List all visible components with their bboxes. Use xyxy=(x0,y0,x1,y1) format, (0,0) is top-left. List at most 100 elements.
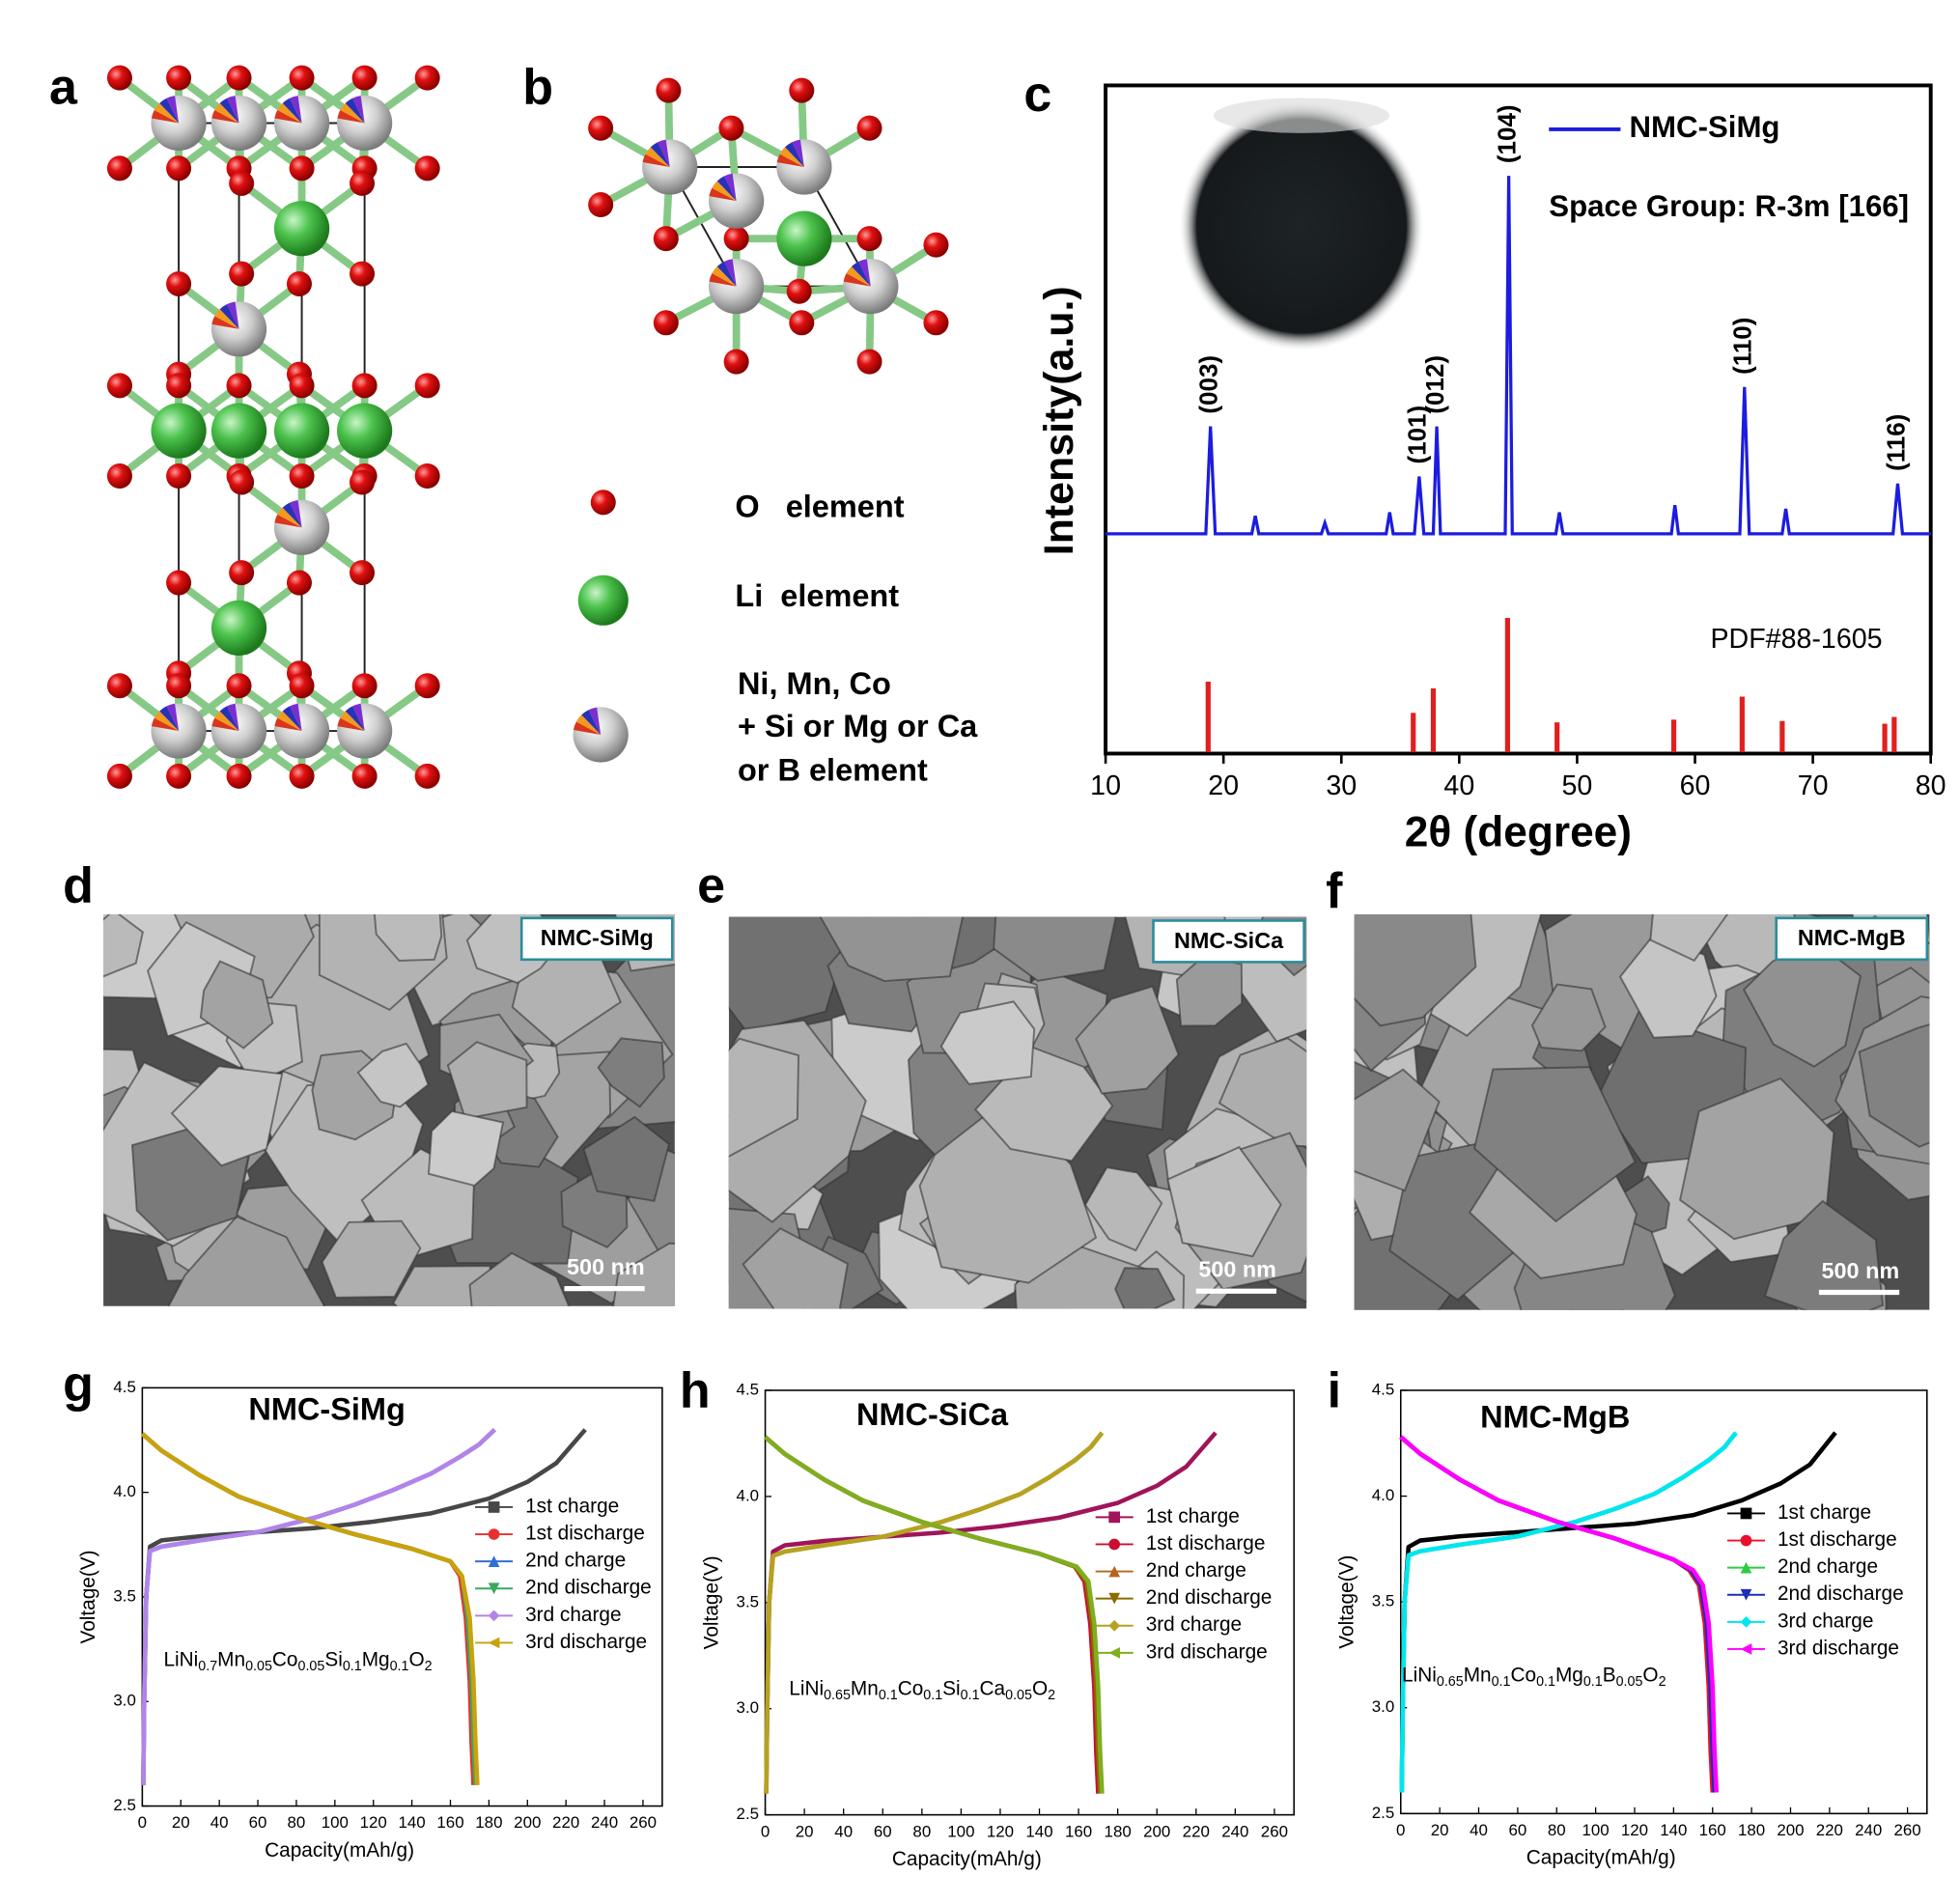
atom-legend-label: + Si or Mg or Ca xyxy=(738,709,978,743)
sem-grain xyxy=(939,1000,1036,1085)
chart-title: NMC-SiMg xyxy=(248,1392,405,1427)
legend-label: 1st charge xyxy=(1778,1501,1871,1524)
y-tick-label: 3.0 xyxy=(1372,1697,1395,1716)
metal-atom-wedge xyxy=(337,717,365,732)
metal-atom-wedge xyxy=(219,706,239,732)
peak-label: (116) xyxy=(1881,414,1910,471)
formula-element: Co xyxy=(898,1677,924,1699)
metal-atom-wedge xyxy=(214,309,239,329)
peak-label: (012) xyxy=(1420,355,1449,414)
sem-grain xyxy=(1175,955,1244,1027)
panel-label: b xyxy=(522,59,553,115)
sem-image xyxy=(1354,913,1930,1310)
oxygen-atom xyxy=(226,763,252,789)
metal-atom-wedge xyxy=(716,261,737,287)
legend-marker xyxy=(1108,1592,1121,1605)
sem-label-box xyxy=(519,916,674,962)
formula-element: Mg xyxy=(1555,1664,1583,1686)
x-tick-label: 60 xyxy=(249,1813,267,1832)
sem-grain xyxy=(446,1041,528,1120)
x-tick-label: 240 xyxy=(1855,1821,1882,1839)
metal-atom-wedge xyxy=(345,98,365,124)
scale-bar-label: 500 nm xyxy=(1198,1257,1276,1282)
y-tick-label: 4.5 xyxy=(113,1378,136,1396)
formula-element: O xyxy=(1642,1664,1658,1686)
atom-legend-label: Li element xyxy=(735,578,899,613)
panel-label: c xyxy=(1023,67,1051,123)
sem-label: NMC-SiCa xyxy=(1174,928,1284,953)
metal-atom-wedge xyxy=(290,499,302,528)
metal-atom-wedge xyxy=(779,147,804,168)
sem-label-box xyxy=(1775,916,1929,962)
y-tick-label: 2.5 xyxy=(737,1805,760,1823)
sem-grain xyxy=(427,1109,505,1188)
sem-grain xyxy=(597,1037,665,1108)
oxygen-atom xyxy=(106,763,132,789)
x-tick-label: 80 xyxy=(288,1813,306,1832)
oxygen-atom xyxy=(166,570,192,596)
oxygen-atom xyxy=(166,763,192,789)
legend-label: 2nd discharge xyxy=(1146,1586,1273,1609)
x-tick-label: 40 xyxy=(210,1813,229,1832)
oxygen-atom xyxy=(856,349,882,375)
metal-atom-wedge xyxy=(340,102,365,124)
oxygen-atom xyxy=(414,65,440,91)
y-tick-label: 4.5 xyxy=(1372,1380,1395,1398)
metal-atom-wedge xyxy=(843,273,871,287)
oxygen-atom xyxy=(166,155,192,182)
formula-element: O xyxy=(408,1648,424,1670)
metal-atom-wedge xyxy=(785,142,804,168)
y-axis-label: Intensity(a.u.) xyxy=(1036,286,1082,555)
plot-frame xyxy=(141,1386,663,1807)
atom-legend-label: O element xyxy=(735,489,904,523)
panel-label: d xyxy=(63,858,94,914)
legend-marker xyxy=(1740,1588,1752,1601)
atom-legend-label: Ni, Mn, Co xyxy=(738,666,891,701)
oxygen-atom xyxy=(351,373,378,399)
plot-frame xyxy=(1104,83,1933,756)
sem-grain xyxy=(1649,913,1729,963)
metal-atom-wedge xyxy=(716,176,737,202)
metal-atom-wedge xyxy=(151,717,180,732)
sem-grain xyxy=(167,1215,326,1306)
metal-atom-wedge xyxy=(858,259,871,287)
oxygen-atom xyxy=(106,373,132,399)
legend-marker xyxy=(488,1501,500,1513)
formula-element: Mn xyxy=(1464,1664,1492,1686)
metal-atom-wedge xyxy=(151,110,180,124)
oxygen-atom xyxy=(286,570,312,596)
x-tick-label: 0 xyxy=(761,1822,770,1840)
sem-image xyxy=(103,913,675,1306)
y-tick-label: 2.5 xyxy=(113,1796,136,1814)
oxygen-atom xyxy=(229,261,255,287)
y-axis-label: Voltage(V) xyxy=(700,1555,722,1649)
x-tick-label: 220 xyxy=(1183,1822,1210,1840)
x-tick-label: 260 xyxy=(1261,1822,1288,1840)
metal-atom-wedge xyxy=(581,710,602,735)
peak-label: (110) xyxy=(1728,318,1757,375)
metal-atom-wedge xyxy=(219,304,239,329)
legend-label: 2nd charge xyxy=(1146,1559,1246,1582)
formula-element: Co xyxy=(272,1648,298,1670)
legend-label: 3rd discharge xyxy=(1778,1637,1899,1659)
sem-grain xyxy=(1858,1023,1930,1148)
formula-subscript: 2 xyxy=(425,1659,433,1674)
curve xyxy=(764,1435,1105,1794)
formula-element: Mg xyxy=(362,1648,390,1670)
formula-subscript: 0.05 xyxy=(1005,1688,1032,1703)
legend-marker xyxy=(1740,1534,1752,1547)
crystal-structures xyxy=(106,65,949,789)
metal-atom-wedge xyxy=(226,96,239,124)
sem-grain xyxy=(373,913,443,962)
legend-label: 1st charge xyxy=(525,1495,619,1517)
x-axis-label: 2θ (degree) xyxy=(1405,809,1632,856)
x-tick-label: 60 xyxy=(1508,1821,1526,1839)
oxygen-atom xyxy=(414,763,440,789)
formula-element: LiNi xyxy=(789,1677,824,1699)
peak-label: (104) xyxy=(1492,104,1521,163)
oxygen-atom xyxy=(723,226,749,252)
lithium-atom xyxy=(273,201,330,257)
metal-atom-wedge xyxy=(226,301,239,329)
panel-label: i xyxy=(1328,1363,1341,1419)
curve xyxy=(1399,1435,1720,1793)
